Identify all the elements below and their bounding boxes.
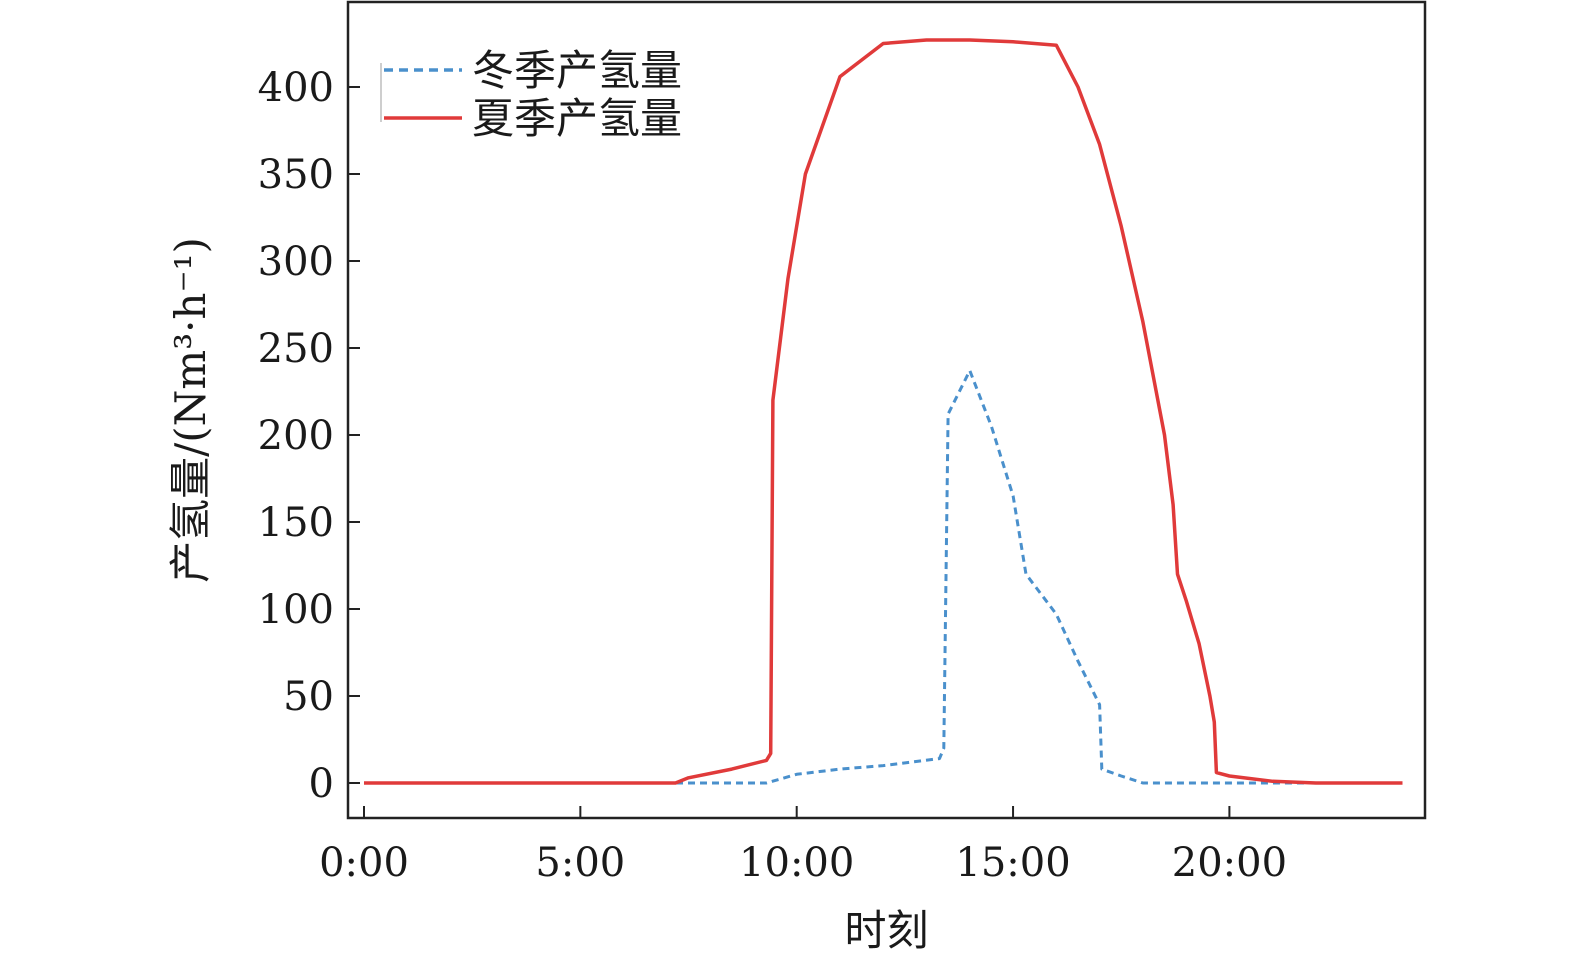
legend-label-winter: 冬季产氢量 xyxy=(472,46,682,95)
series-line-winter xyxy=(364,369,1403,785)
legend-label-summer: 夏季产氢量 xyxy=(472,94,682,143)
y-tick-label: 250 xyxy=(258,326,334,372)
x-tick-label: 5:00 xyxy=(535,840,625,886)
y-tick-label: 200 xyxy=(258,413,334,459)
x-axis-label: 时刻 xyxy=(844,906,928,955)
y-tick-label: 0 xyxy=(309,761,334,807)
series-line-summer xyxy=(364,38,1403,785)
x-tick-label: 10:00 xyxy=(739,840,854,886)
plot-area xyxy=(346,0,1427,820)
y-tick-label: 400 xyxy=(258,65,334,111)
y-axis-label: 产氢量/(Nm³·h⁻¹) xyxy=(166,237,215,583)
x-tick-label: 0:00 xyxy=(319,840,409,886)
y-tick-label: 150 xyxy=(258,500,334,546)
y-tick-label: 50 xyxy=(283,674,334,720)
y-tick-label: 100 xyxy=(258,587,334,633)
plot-frame xyxy=(346,0,1427,820)
series-layer xyxy=(364,38,1403,785)
y-tick-label: 300 xyxy=(258,239,334,285)
axes-layer: 0 50 100 150 200 250 300 350 400 0:00 5:00 10:00 15:… xyxy=(258,65,1287,886)
x-tick-label: 15:00 xyxy=(955,840,1070,886)
x-tick-label: 20:00 xyxy=(1172,840,1287,886)
y-tick-label: 350 xyxy=(258,152,334,198)
